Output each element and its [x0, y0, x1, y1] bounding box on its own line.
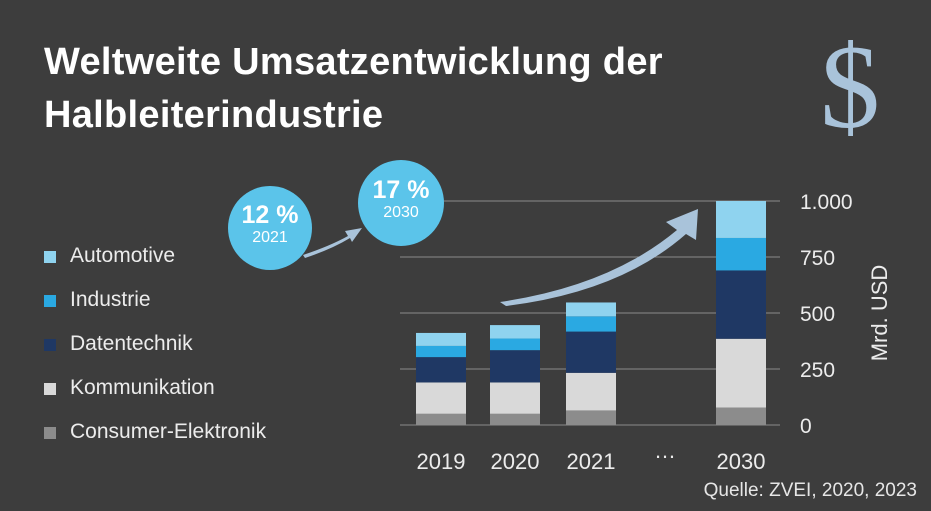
legend-label: Consumer-Elektronik [70, 420, 267, 443]
bar-stack [416, 332, 466, 425]
bar-segment [716, 270, 766, 339]
small-growth-arrow [303, 228, 362, 258]
legend-swatch [44, 295, 56, 307]
growth-percent: 12 % [241, 201, 299, 229]
bars [416, 201, 766, 425]
bar-segment [416, 413, 466, 425]
bar-stack [490, 325, 540, 425]
x-tick-label: 2021 [567, 449, 616, 474]
bar-segment [716, 407, 766, 425]
legend-label: Kommunikation [70, 376, 215, 399]
legend-label: Industrie [70, 288, 151, 311]
x-tick-label: 2019 [417, 449, 466, 474]
bar-segment [566, 316, 616, 332]
bar-segment [566, 302, 616, 317]
y-tick-label: 1.000 [800, 191, 853, 214]
legend-swatch [44, 383, 56, 395]
bar-segment [566, 331, 616, 373]
legend-label: Datentechnik [70, 332, 193, 355]
bar-segment [566, 372, 616, 411]
bar-segment [490, 413, 540, 425]
y-tick-labels: 0 250 500 750 1.000 [800, 191, 853, 438]
bar-segment [716, 201, 766, 238]
source-note: Quelle: ZVEI, 2020, 2023 [703, 480, 917, 501]
large-growth-arrow [500, 209, 698, 306]
growth-year: 2030 [383, 204, 419, 221]
bar-segment [566, 410, 616, 425]
y-tick-label: 500 [800, 303, 835, 326]
bar-segment [490, 350, 540, 383]
legend-swatch [44, 427, 56, 439]
bar-segment [716, 338, 766, 408]
growth-bubble-2030: 17 % 2030 [358, 160, 444, 246]
growth-arrows [303, 209, 698, 306]
bar-segment [716, 237, 766, 271]
y-tick-label: 250 [800, 359, 835, 382]
bar-segment [490, 338, 540, 351]
page-title: Weltweite Umsatzentwicklung der Halbleit… [44, 36, 663, 142]
legend-swatch [44, 339, 56, 351]
bar-segment [416, 382, 466, 414]
legend-swatch [44, 251, 56, 263]
growth-year: 2021 [252, 229, 288, 246]
growth-bubble-2021: 12 % 2021 [228, 186, 312, 270]
title-line-2: Halbleiterindustrie [44, 94, 384, 136]
bar-stack [566, 302, 616, 425]
y-tick-label: 750 [800, 247, 835, 270]
bar-segment [490, 382, 540, 414]
x-tick-label: 2030 [717, 449, 766, 474]
y-tick-label: 0 [800, 415, 812, 438]
bar-segment [416, 357, 466, 383]
bar-segment [416, 332, 466, 346]
x-tick-label: 2020 [491, 449, 540, 474]
growth-percent: 17 % [372, 176, 430, 204]
title-line-1: Weltweite Umsatzentwicklung der [44, 41, 663, 83]
bar-segment [416, 345, 466, 358]
x-gap-label: … [654, 438, 676, 463]
bar-segment [490, 325, 540, 339]
dollar-icon: $ [820, 20, 880, 153]
bar-stack [716, 201, 766, 425]
y-axis-label: Mrd. USD [867, 265, 892, 362]
legend-label: Automotive [70, 244, 176, 267]
x-tick-labels: 2019 2020 2021 … 2030 [417, 438, 766, 474]
